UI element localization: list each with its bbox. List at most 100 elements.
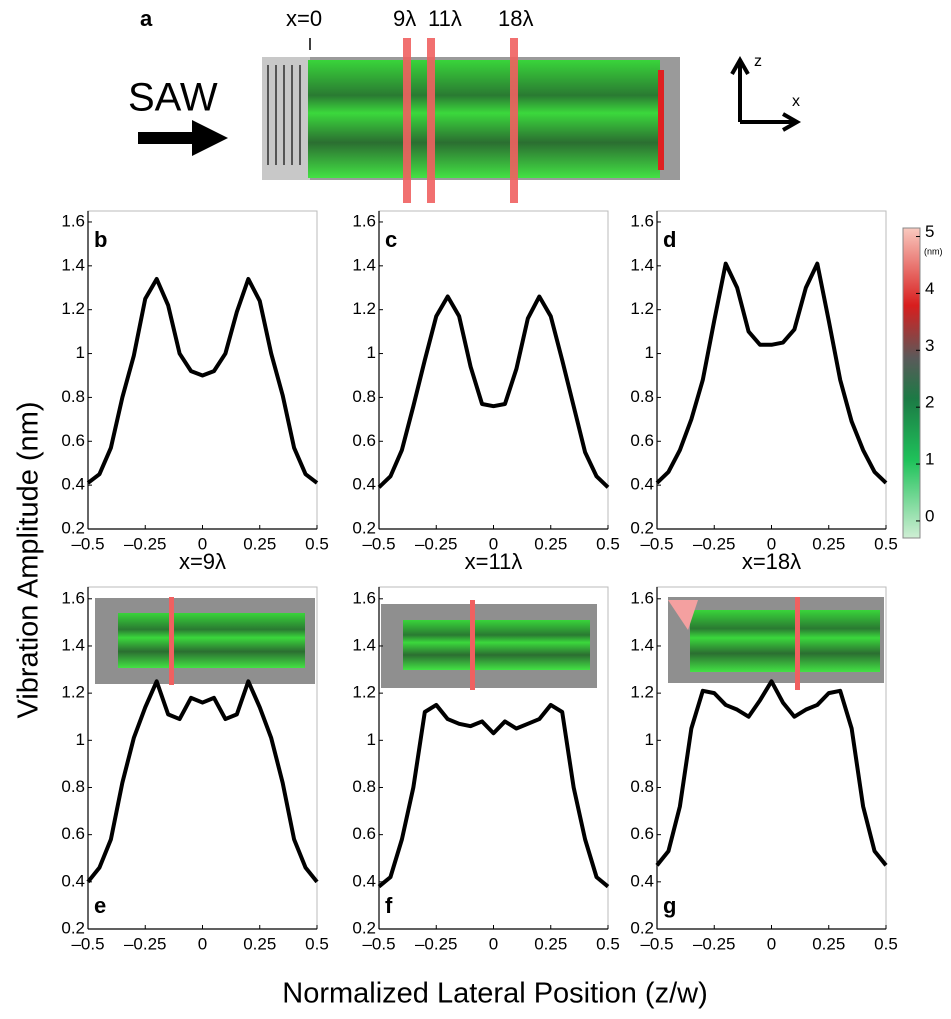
data-line [655, 261, 888, 485]
y-tick-label: 1.4 [630, 635, 654, 654]
inset-cut [169, 597, 174, 685]
inset-cut [470, 600, 475, 690]
y-tick-label: 0.4 [61, 475, 85, 494]
panel-label: b [94, 227, 107, 252]
panel-title: x=11λ [465, 549, 523, 574]
y-tick-label: 0.4 [630, 871, 654, 890]
x-tick-label: 0.25 [812, 934, 845, 953]
x-tick-label: 0 [198, 534, 207, 553]
x-tick-label: –0.25 [415, 534, 458, 553]
idt [262, 57, 310, 180]
colorbar-tick-label: 4 [925, 279, 934, 298]
data-line [86, 679, 319, 884]
film-edge [658, 70, 664, 170]
y-tick-label: 0.2 [352, 918, 376, 937]
cut-line [510, 38, 518, 203]
x-tick-label: 0.5 [874, 934, 898, 953]
x-tick-label: 0.25 [243, 534, 276, 553]
x-tick-label: 0.5 [596, 534, 620, 553]
x-tick-label: 0 [489, 934, 498, 953]
y-tick-label: 0.6 [352, 431, 376, 450]
saw-arrow [138, 120, 228, 156]
film [308, 60, 660, 178]
y-tick-label: 1.4 [61, 255, 85, 274]
x-tick-label: –0.5 [71, 534, 104, 553]
inset-cut [795, 597, 800, 690]
y-tick-label: 1.2 [61, 683, 85, 702]
x-tick-label: –0.25 [693, 934, 736, 953]
y-tick-label: 0.2 [61, 918, 85, 937]
y-tick-label: 1.6 [630, 211, 654, 230]
y-tick-label: 1.6 [61, 211, 85, 230]
data-line [86, 276, 319, 485]
y-tick-label: 0.6 [352, 824, 376, 843]
colorbar-tick-label: 5 [925, 222, 934, 241]
x-tick-label: 0 [489, 534, 498, 553]
x-tick-label: 0.5 [305, 534, 329, 553]
axis-icon-label: z [754, 53, 762, 70]
y-tick-label: 1 [76, 343, 85, 362]
inset [95, 597, 315, 685]
plot-frame [656, 210, 887, 530]
x-tick-label: 0.5 [874, 534, 898, 553]
marker-label: 11λ [428, 6, 462, 31]
panel-title: x=9λ [179, 549, 226, 574]
y-tick-label: 0.8 [630, 387, 654, 406]
y-axis-title: Vibration Amplitude (nm) [13, 401, 45, 718]
y-tick-label: 1 [645, 730, 654, 749]
panel-label: c [385, 227, 397, 252]
y-tick-label: 1.2 [630, 299, 654, 318]
y-tick-label: 0.4 [352, 871, 376, 890]
colorbar-tick-label: 0 [925, 506, 934, 525]
y-tick-label: 0.2 [630, 518, 654, 537]
y-tick-label: 0.8 [61, 387, 85, 406]
y-tick-label: 1 [645, 343, 654, 362]
colorbar-tick-label: 3 [925, 336, 934, 355]
panel-title: x=18λ [742, 549, 801, 574]
y-tick-label: 0.4 [352, 475, 376, 494]
y-tick-label: 1.2 [352, 683, 376, 702]
data-line [377, 294, 610, 489]
plot-frame [378, 210, 609, 530]
y-tick-label: 0.8 [352, 777, 376, 796]
y-tick-label: 1.2 [61, 299, 85, 318]
x-tick-label: –0.5 [362, 934, 395, 953]
y-tick-label: 0.2 [630, 918, 654, 937]
y-tick-label: 1.6 [630, 588, 654, 607]
x-tick-label: 0 [767, 534, 776, 553]
y-tick-label: 0.4 [61, 871, 85, 890]
y-tick-label: 1.4 [630, 255, 654, 274]
inset-film [118, 613, 305, 668]
cut-line [403, 38, 411, 203]
data-line [377, 702, 610, 889]
x-tick-label: –0.25 [124, 934, 167, 953]
panel-label: g [663, 893, 676, 918]
panel-label: d [663, 227, 676, 252]
x-axis-title: Normalized Lateral Position (z/w) [282, 978, 707, 1010]
x-tick-label: 0.25 [534, 934, 567, 953]
y-tick-label: 0.6 [630, 431, 654, 450]
y-tick-label: 0.8 [630, 777, 654, 796]
x-tick-label: 0 [198, 934, 207, 953]
panel-label: f [385, 893, 393, 918]
y-tick-label: 1.6 [352, 588, 376, 607]
x-tick-label: 0 [767, 934, 776, 953]
colorbar-tick-label: 1 [925, 450, 934, 469]
panel-label: a [140, 6, 153, 31]
x-tick-label: 0.25 [534, 534, 567, 553]
x-tick-label: –0.25 [415, 934, 458, 953]
inset-film [690, 610, 880, 672]
x-tick-label: –0.5 [640, 934, 673, 953]
x-tick-label: 0.5 [596, 934, 620, 953]
x-tick-label: –0.5 [71, 934, 104, 953]
x-tick-label: 0.5 [305, 934, 329, 953]
colorbar-unit: (nm) [924, 246, 943, 256]
y-tick-label: 1.6 [61, 588, 85, 607]
marker-label: 9λ [393, 6, 416, 31]
y-tick-label: 1.6 [352, 211, 376, 230]
y-tick-label: 0.2 [61, 518, 85, 537]
inset [381, 600, 597, 690]
y-tick-label: 0.2 [352, 518, 376, 537]
